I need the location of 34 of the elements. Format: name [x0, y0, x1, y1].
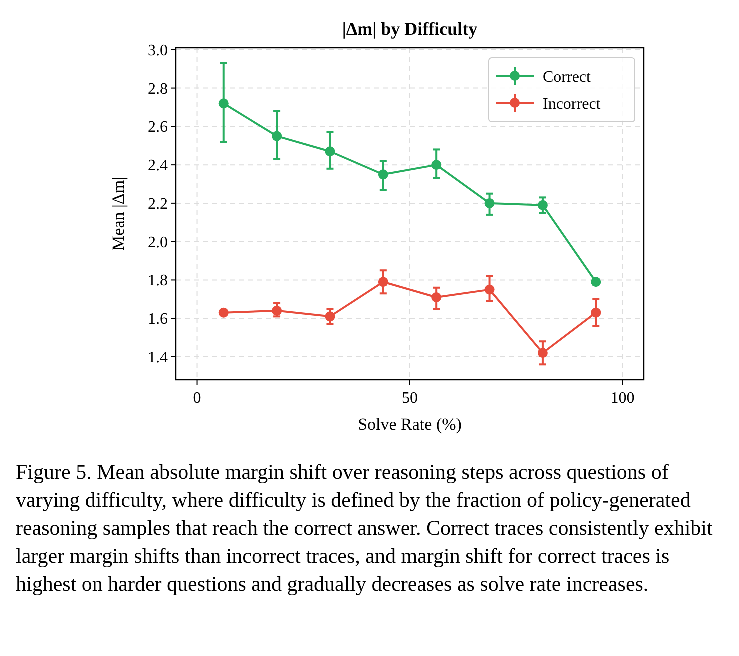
point [378, 170, 388, 180]
point [325, 146, 336, 157]
point [218, 308, 229, 318]
point [378, 277, 388, 288]
point [432, 292, 442, 302]
x-tick-label: 100 [610, 390, 635, 407]
y-tick-label: 1.4 [148, 349, 168, 366]
y-tick-label: 2.4 [148, 158, 168, 175]
chart-title: |Δm| by Difficulty [342, 19, 478, 39]
y-tick-label: 1.6 [148, 311, 168, 328]
y-tick-label: 2.2 [148, 196, 168, 213]
y-tick-label: 2.0 [148, 234, 168, 252]
point [218, 98, 229, 109]
legend-label: Correct [543, 69, 592, 86]
x-tick-label: 50 [402, 390, 418, 407]
point [591, 277, 602, 288]
point [538, 200, 548, 210]
point [272, 131, 282, 142]
legend-label: Incorrect [543, 96, 602, 113]
x-tick-label: 0 [193, 390, 202, 407]
point [484, 284, 495, 295]
point [272, 306, 282, 316]
y-tick-label: 1.8 [148, 272, 168, 290]
y-tick-label: 3.0 [148, 42, 168, 60]
x-axis-title: Solve Rate (%) [358, 415, 462, 434]
y-tick-label: 2.8 [148, 80, 168, 98]
point [591, 308, 602, 318]
y-tick-label: 2.6 [148, 119, 168, 136]
point [325, 312, 336, 322]
point [432, 160, 442, 170]
point [484, 198, 495, 208]
caption: Figure 5. Mean absolute margin shift over reasoning steps across questions of varying difficulty, where difficulty is defined by the fraction of policy-generated reasoning samples that reach the correct answer. Correct traces consistently exhibit larger margin shifts than incorrect traces, and margin shift for correct traces is highest on harder questions and gradually decreases as solve rate increases. [15, 459, 714, 598]
y-axis-title: Mean |Δm| [109, 177, 128, 251]
point [538, 348, 548, 358]
